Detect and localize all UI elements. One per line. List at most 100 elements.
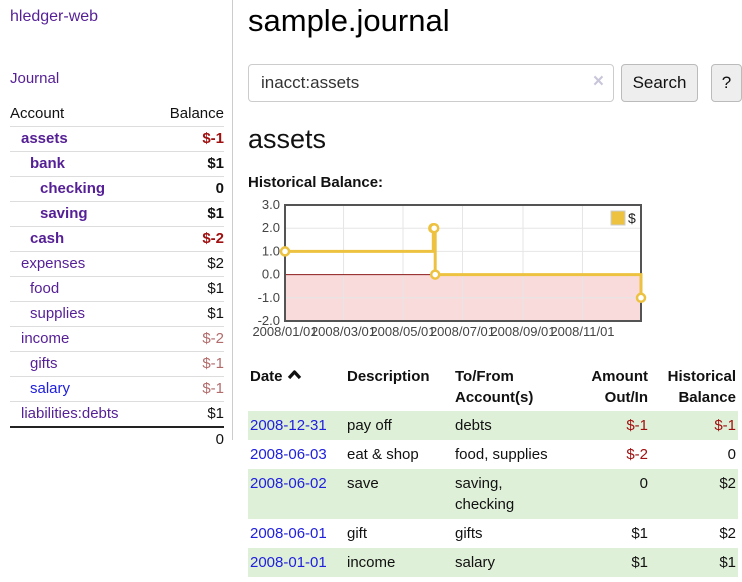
search-button[interactable]: Search <box>621 64 698 103</box>
clear-search-icon[interactable]: × <box>592 71 604 93</box>
account-balance: $-2 <box>202 330 224 347</box>
transaction-date-link[interactable]: 2008-06-03 <box>250 445 327 463</box>
register-row: 2008-06-01 gift gifts $1 $2 <box>248 519 738 548</box>
register-header-description: Description <box>347 367 430 385</box>
sidebar-item-journal[interactable]: Journal <box>10 70 60 87</box>
account-row: saving $1 <box>10 201 224 227</box>
account-link-food[interactable]: food <box>30 280 60 297</box>
account-link-salary[interactable]: salary <box>30 380 71 397</box>
accounts-header-row: Account Balance <box>10 101 224 127</box>
data-point <box>428 222 440 234</box>
account-row: salary $-1 <box>10 376 224 402</box>
register-accounts-cell: gifts <box>455 524 483 542</box>
account-name-cell: liabilities:debts <box>10 402 153 428</box>
historical-balance-chart[interactable]: 3.0 2.0 1.0 0.0 -1.0 -2.02008/01/012008/03/01… <box>248 199 742 349</box>
register-description-cell: pay off <box>347 416 392 434</box>
account-balance: $-1 <box>202 380 224 397</box>
chart-title: Historical Balance: <box>248 173 384 191</box>
x-tick-label: 2008/01/01 <box>252 324 317 339</box>
register-header-historical: Historical Balance <box>667 367 736 406</box>
y-tick-label: -1.0 <box>258 290 280 305</box>
y-tick-label: 3.0 <box>262 199 280 212</box>
legend-label: $ <box>628 210 636 226</box>
account-link-assets[interactable]: assets <box>21 130 68 147</box>
account-link-supplies[interactable]: supplies <box>30 305 86 322</box>
register-accounts-cell: food, supplies <box>455 445 548 463</box>
register-amount-cell: 0 <box>639 474 648 492</box>
account-name-cell: income <box>10 327 153 352</box>
x-tick-label: 2008/11/01 <box>550 324 614 339</box>
account-link-expenses[interactable]: expenses <box>21 255 86 272</box>
register-table: Date Description To/From Account(s) Amount Ou… <box>248 363 738 577</box>
register-accounts-cell: saving, checking <box>455 474 515 513</box>
account-row: expenses $2 <box>10 251 224 277</box>
account-link-checking[interactable]: checking <box>40 180 106 197</box>
page-title: sample.journal <box>248 3 450 38</box>
register-row: 2008-12-31 pay off debts $-1 $-1 <box>248 410 738 440</box>
search-input[interactable] <box>248 64 614 103</box>
account-name-cell: food <box>10 277 153 302</box>
y-tick-label: -2.0 <box>258 313 280 328</box>
account-balance: $-1 <box>202 130 224 147</box>
account-link-liabilities-debts[interactable]: liabilities:debts <box>21 405 119 422</box>
data-point <box>635 292 647 303</box>
transaction-date-link[interactable]: 2008-12-31 <box>250 416 327 434</box>
account-balance: $-1 <box>202 355 224 372</box>
register-row: 2008-06-02 save saving, checking 0 $2 <box>248 468 738 519</box>
account-name-cell: bank <box>10 152 153 177</box>
register-date-cell: 2008-06-01 <box>248 519 345 548</box>
data-point <box>429 269 441 280</box>
register-accounts-cell: salary <box>455 553 496 571</box>
help-button[interactable]: ? <box>711 64 742 103</box>
account-name-cell: expenses <box>10 252 153 277</box>
accounts-header-balance: Balance <box>169 105 224 122</box>
account-balance: $1 <box>207 305 224 322</box>
account-balance: $1 <box>207 155 224 172</box>
x-tick-label: 2008/07/01 <box>430 324 495 339</box>
account-link-bank[interactable]: bank <box>30 155 66 172</box>
transaction-date-link[interactable]: 2008-06-02 <box>250 474 327 492</box>
account-name-cell: supplies <box>10 302 153 327</box>
accounts-total-row: 0 <box>10 427 224 452</box>
legend-swatch <box>610 210 626 226</box>
register-description-cell: gift <box>347 524 368 542</box>
register-date-cell: 2008-06-02 <box>248 469 345 519</box>
y-tick-label: 2.0 <box>262 220 280 235</box>
app-title-link[interactable]: hledger-web <box>10 8 99 25</box>
account-name-cell: salary <box>10 377 153 402</box>
register-header-date[interactable]: Date <box>248 363 345 411</box>
register-date-cell: 2008-01-01 <box>248 548 345 577</box>
account-row: assets $-1 <box>10 126 224 152</box>
account-row: liabilities:debts $1 <box>10 401 224 428</box>
sidebar: hledger-web Journal Account Balance asse… <box>0 0 233 448</box>
x-tick-label: 2008/09/01 <box>490 324 555 339</box>
account-row: gifts $-1 <box>10 351 224 377</box>
register-header-amount: Amount Out/In <box>591 367 648 406</box>
transaction-date-link[interactable]: 2008-06-01 <box>250 524 327 542</box>
register-row: 2008-01-01 income salary $1 $1 <box>248 547 738 577</box>
account-name-cell: gifts <box>10 352 153 377</box>
account-name-cell: assets <box>10 127 153 152</box>
account-link-income[interactable]: income <box>21 330 70 347</box>
y-tick-label: 1.0 <box>262 243 280 258</box>
y-tick-label: 0.0 <box>262 266 280 281</box>
register-row: 2008-06-03 eat & shop food, supplies $-2 0 <box>248 440 738 469</box>
account-balance: $-2 <box>202 230 224 247</box>
transaction-date-link[interactable]: 2008-01-01 <box>250 553 327 571</box>
register-header-row: Date Description To/From Account(s) Amount Ou… <box>248 363 738 411</box>
account-name-cell: checking <box>10 177 153 202</box>
register-date-cell: 2008-06-03 <box>248 440 345 469</box>
account-name-cell: saving <box>10 202 153 227</box>
account-link-saving[interactable]: saving <box>40 205 88 222</box>
search-input-wrap: × <box>248 64 614 103</box>
account-link-cash[interactable]: cash <box>30 230 65 247</box>
account-name-cell: cash <box>10 227 153 252</box>
register-description-cell: save <box>347 474 379 492</box>
register-accounts-cell: debts <box>455 416 492 434</box>
account-balance: $2 <box>207 255 224 272</box>
main-content: sample.journal × Search ? assets Histori… <box>248 0 742 577</box>
account-link-gifts[interactable]: gifts <box>30 355 58 372</box>
plot-border <box>284 203 642 322</box>
account-row: bank $1 <box>10 151 224 177</box>
register-amount-cell: $-1 <box>626 416 648 434</box>
